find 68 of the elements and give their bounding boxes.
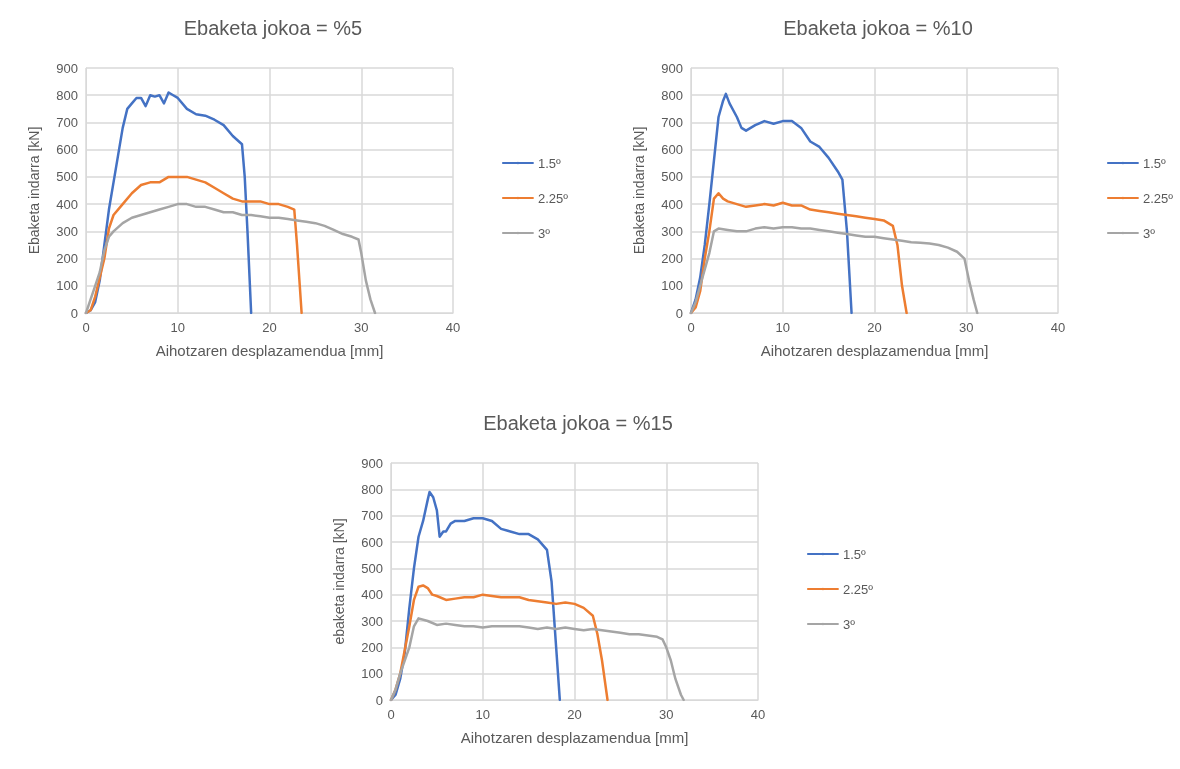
x-tick-label: 10 [775,320,790,335]
y-tick-label: 200 [361,639,383,655]
x-axis-title: Aihotzaren desplazamendua [mm] [460,729,689,746]
chart-title: Ebaketa jokoa = %10 [783,17,973,39]
y-tick-label: 400 [661,196,683,212]
y-tick-label: 900 [56,60,78,76]
y-tick-label: 0 [375,692,383,708]
x-tick-label: 40 [750,707,766,722]
line-series [84,202,377,315]
legend-label: 3º [842,616,856,632]
legend-label: 3º [1142,225,1156,241]
y-tick-label: 700 [661,114,683,130]
line-series [389,617,685,702]
y-tick-label: 600 [661,142,683,158]
y-tick-label: 300 [56,223,78,239]
y-axis-title: Ebaketa indarra [kN] [26,126,42,255]
legend-label: 3º [537,225,551,241]
y-tick-label: 800 [361,481,383,497]
y-tick-label: 500 [361,560,383,576]
y-tick-label: 800 [56,87,78,103]
legend-label: 2.25º [537,190,569,206]
x-tick-label: 40 [445,320,461,335]
y-axis-title: ebaketa indarra [kN] [331,518,347,645]
y-tick-label: 900 [661,60,683,76]
x-axis-title: Aihotzaren desplazamendua [mm] [760,342,989,359]
y-tick-label: 0 [675,305,683,321]
y-tick-label: 200 [661,251,683,267]
y-tick-label: 800 [661,87,683,103]
chart-title: Ebaketa jokoa = %5 [183,17,363,39]
y-tick-label: 400 [361,587,383,603]
x-tick-label: 10 [475,707,490,722]
y-tick-label: 400 [56,196,78,212]
legend-label: 1.5º [537,155,562,171]
chart-title: Ebaketa jokoa = %15 [483,412,673,434]
legend-label: 1.5º [1142,155,1167,171]
x-tick-label: 20 [567,707,582,722]
y-tick-label: 700 [361,508,383,524]
y-axis-title: Ebaketa indarra [kN] [631,126,647,255]
x-tick-label: 30 [659,707,674,722]
x-axis-title: Aihotzaren desplazamendua [mm] [155,342,384,359]
x-tick-label: 20 [867,320,882,335]
x-tick-label: 30 [959,320,974,335]
legend-label: 2.25º [842,581,874,597]
line-series [84,175,303,315]
legend-label: 1.5º [842,546,867,562]
x-tick-label: 0 [387,707,395,722]
y-tick-label: 300 [661,223,683,239]
y-tick-label: 600 [56,142,78,158]
line-series [689,92,853,315]
x-tick-label: 30 [354,320,369,335]
y-tick-label: 600 [361,534,383,550]
y-tick-label: 700 [56,114,78,130]
y-tick-label: 0 [70,305,78,321]
y-tick-label: 900 [361,455,383,471]
y-tick-label: 100 [361,666,383,682]
x-tick-label: 0 [82,320,90,335]
legend-label: 2.25º [1142,190,1174,206]
x-tick-label: 40 [1050,320,1066,335]
line-series [689,226,979,315]
y-tick-label: 100 [661,278,683,294]
y-tick-label: 100 [56,278,78,294]
y-tick-label: 200 [56,251,78,267]
x-tick-label: 10 [170,320,185,335]
y-tick-label: 500 [56,169,78,185]
x-tick-label: 20 [262,320,277,335]
y-tick-label: 500 [661,169,683,185]
x-tick-label: 0 [687,320,695,335]
y-tick-label: 300 [361,613,383,629]
